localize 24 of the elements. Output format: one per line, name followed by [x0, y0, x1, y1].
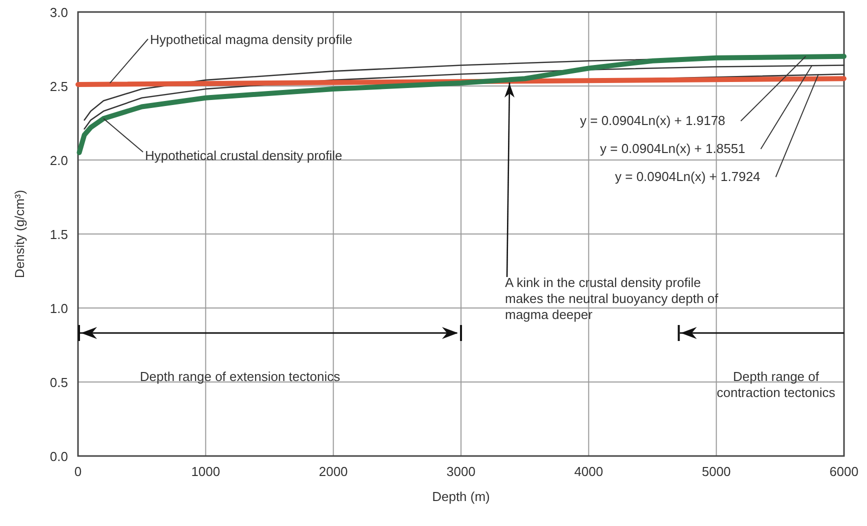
y-tick-label: 1.0 — [50, 301, 68, 316]
annotation: Hypothetical crustal density profile — [145, 148, 342, 163]
x-tick-label: 3000 — [446, 464, 476, 479]
y-tick-label: 2.0 — [50, 153, 68, 168]
x-tick-label: 0 — [74, 464, 82, 479]
y-tick-label: 0.0 — [50, 449, 68, 464]
x-tick-label: 1000 — [191, 464, 220, 479]
annotation: Hypothetical magma density profile — [150, 32, 352, 47]
y-axis-title: Density (g/cm³) — [12, 190, 27, 278]
annotation: Depth range of extension tectonics — [140, 369, 341, 384]
annotation: y = 0.0904Ln(x) + 1.8551 — [600, 141, 746, 156]
annotation: Depth range of contraction tectonics — [716, 369, 836, 400]
x-tick-label: 6000 — [830, 464, 858, 479]
x-tick-label: 5000 — [702, 464, 731, 479]
x-tick-label: 4000 — [574, 464, 604, 479]
annotation: y = 0.0904Ln(x) + 1.7924 — [615, 169, 760, 184]
annotation: y = 0.0904Ln(x) + 1.9178 — [580, 113, 726, 128]
x-axis-title: Depth (m) — [432, 489, 490, 504]
y-tick-label: 1.5 — [50, 227, 68, 242]
y-tick-label: 0.5 — [50, 375, 68, 390]
y-tick-label: 3.0 — [50, 5, 68, 20]
annotation: A kink in the crustal density profile makes the neutral buoyancy depth of magma deeper — [505, 275, 719, 322]
x-tick-label: 2000 — [318, 464, 348, 479]
y-tick-label: 2.5 — [50, 79, 68, 94]
